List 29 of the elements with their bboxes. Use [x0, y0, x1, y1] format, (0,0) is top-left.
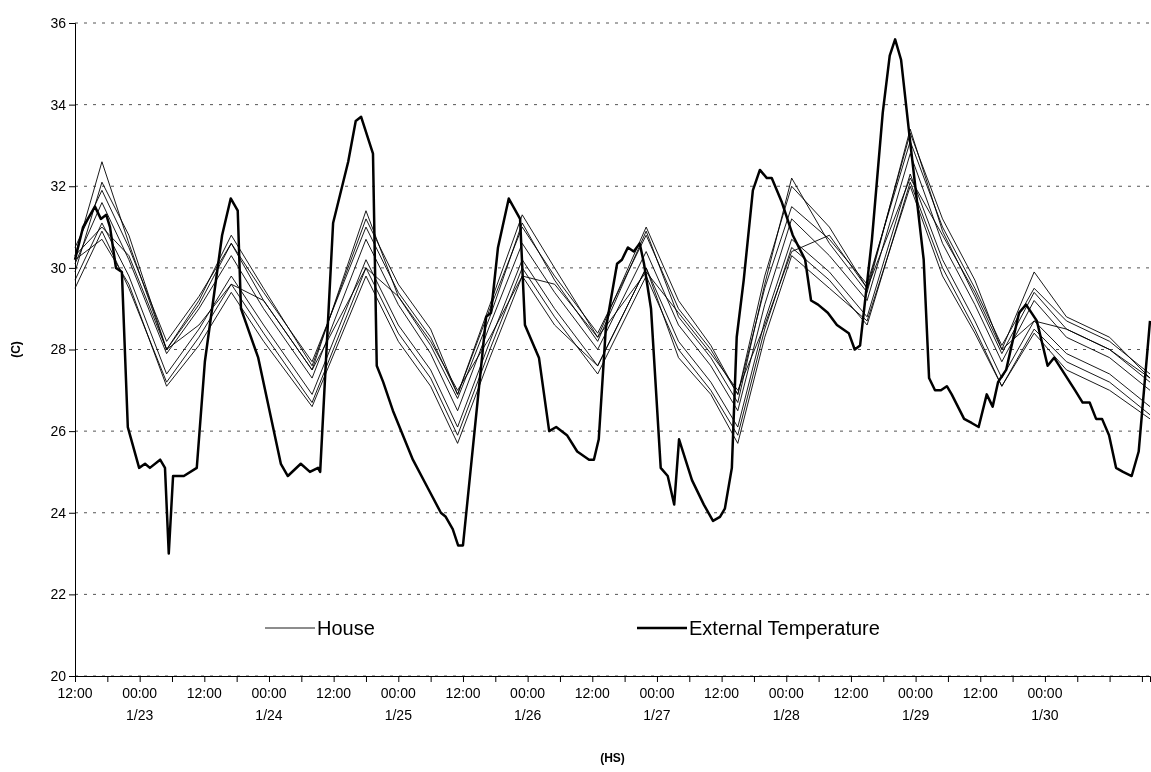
y-tick-label: 24 [50, 504, 67, 521]
y-tick-label: 36 [50, 14, 67, 31]
x-tick-label: 12:00 [445, 685, 481, 701]
y-tick-label: 20 [50, 667, 67, 684]
y-tick-label: 22 [50, 586, 67, 603]
x-tick-label: 00:00 1/23 [122, 685, 158, 723]
y-tick-label: 30 [50, 259, 67, 276]
y-tick-label: 26 [50, 423, 67, 440]
legend-label: External Temperature [689, 617, 880, 639]
y-tick-label: 34 [50, 96, 67, 113]
x-tick-label: 12:00 [833, 685, 869, 701]
legend-label: House [317, 617, 375, 639]
x-tick-label: 00:00 1/29 [898, 685, 934, 723]
x-tick-label: 12:00 [704, 685, 740, 701]
x-tick-label: 00:00 1/26 [510, 685, 546, 723]
x-tick-label: 12:00 [316, 685, 352, 701]
x-tick-label: 12:00 [57, 685, 93, 701]
x-tick-label: 12:00 [186, 685, 223, 701]
x-axis-title: (HS) [600, 751, 625, 765]
x-tick-label: 00:00 1/28 [768, 685, 804, 723]
x-tick-label: 00:00 1/24 [251, 685, 287, 723]
x-tick-label: 12:00 [962, 685, 998, 701]
x-tick-label: 12:00 [574, 685, 611, 701]
y-tick-label: 28 [50, 341, 67, 358]
y-axis-title: (C) [9, 341, 23, 358]
x-tick-label: 00:00 1/27 [639, 685, 675, 723]
x-tick-label: 00:00 1/30 [1027, 685, 1063, 723]
x-tick-label: 00:00 1/25 [380, 685, 417, 723]
y-tick-label: 32 [50, 178, 67, 195]
